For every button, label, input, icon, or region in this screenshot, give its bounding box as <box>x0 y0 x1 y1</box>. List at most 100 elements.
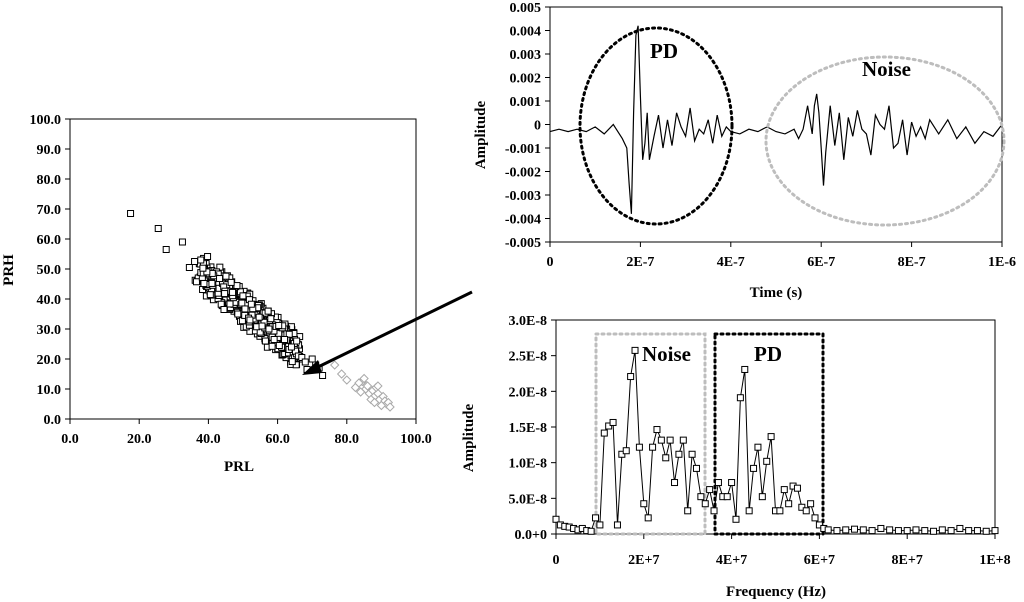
y-tick-label: 10.0 <box>37 383 62 398</box>
y-tick-label: 1.0E-8 <box>509 457 548 472</box>
scatter-point <box>239 292 247 300</box>
freq-pd-annotation: PD <box>754 342 782 366</box>
scatter-point <box>221 290 229 298</box>
freq-marker <box>635 443 643 451</box>
y-tick-label: 90.0 <box>37 143 62 158</box>
freq-y-ticks: 3.0E-8 2.5E-8 2.0E-8 1.5E-8 1.0E-8 5.0E-8 0.0+… <box>509 314 556 543</box>
time-panel: 0 2E-7 4E-7 6E-7 8E-7 1E-6 0.0050.0040.0030.0… <box>473 1 1016 301</box>
freq-marker <box>666 436 674 444</box>
y-tick-label: 70.0 <box>37 203 62 218</box>
scatter-point <box>281 336 289 343</box>
scatter-point-noise <box>376 400 387 411</box>
noise-ellipse <box>764 55 1006 227</box>
y-tick-label: -0.003 <box>505 189 541 204</box>
freq-marker <box>767 433 775 441</box>
time-waveform-line <box>549 25 1003 214</box>
y-tick-label: 0.0+0 <box>515 528 547 543</box>
scatter-point <box>192 278 200 286</box>
time-noise-annotation: Noise <box>862 57 911 81</box>
arrow-shaft <box>317 290 473 369</box>
freq-marker <box>903 527 911 535</box>
freq-marker <box>965 527 973 535</box>
freq-marker <box>605 422 613 430</box>
x-tick-label: 1E+8 <box>979 553 1010 568</box>
scatter-point <box>238 299 246 307</box>
y-tick-label: -0.001 <box>505 142 541 157</box>
scatter-point <box>197 256 205 264</box>
y-tick-label: 0.005 <box>510 1 542 16</box>
scatter-panel: 0.0 20.0 40.0 60.0 80.0 100.0 100.0 90.0 80.0 70… <box>1 113 432 475</box>
freq-marker <box>649 443 657 451</box>
scatter-point <box>226 300 234 308</box>
scatter-y-ticks: 100.0 90.0 80.0 70.0 60.0 50.0 40.0 30.0 20.0 10.… <box>30 113 70 428</box>
scatter-points <box>127 210 395 412</box>
scatter-point <box>206 291 214 299</box>
freq-marker <box>912 526 920 534</box>
freq-marker <box>596 521 604 529</box>
freq-marker <box>991 527 999 535</box>
freq-marker <box>807 500 815 508</box>
y-tick-label: 20.0 <box>37 353 62 368</box>
freq-marker <box>745 507 753 515</box>
freq-marker <box>710 507 718 515</box>
time-y-axis-label: Amplitude <box>473 100 489 169</box>
freq-marker <box>982 527 990 535</box>
freq-marker <box>653 426 661 434</box>
linking-arrow <box>302 290 473 375</box>
scatter-point <box>246 316 254 324</box>
scatter-point <box>199 264 207 272</box>
freq-marker <box>741 365 749 373</box>
y-tick-label: 0.001 <box>510 95 542 110</box>
arrow-head <box>302 360 322 375</box>
scatter-point <box>275 321 283 329</box>
scatter-point <box>267 315 275 323</box>
scatter-point <box>255 313 263 321</box>
freq-marker <box>824 526 832 534</box>
x-tick-label: 2E+7 <box>628 553 659 568</box>
freq-marker <box>732 515 740 523</box>
freq-marker <box>552 515 560 523</box>
x-tick-label: 80.0 <box>335 432 360 447</box>
freq-marker <box>938 526 946 534</box>
freq-marker <box>662 454 670 462</box>
scatter-point <box>233 282 241 290</box>
freq-marker <box>679 436 687 444</box>
freq-marker <box>728 479 736 487</box>
freq-marker <box>609 418 617 426</box>
freq-noise-annotation: Noise <box>642 342 691 366</box>
scatter-point <box>258 322 266 330</box>
x-tick-label: 100.0 <box>400 432 432 447</box>
scatter-point <box>191 258 199 265</box>
scatter-point <box>308 355 316 363</box>
scatter-point <box>200 280 208 288</box>
y-tick-label: 3.0E-8 <box>509 314 548 329</box>
scatter-point <box>264 307 272 315</box>
y-tick-label: 60.0 <box>37 233 62 248</box>
scatter-point <box>204 253 212 261</box>
y-tick-label: 0 <box>534 119 541 134</box>
x-tick-label: 1E-6 <box>988 255 1016 270</box>
freq-marker <box>675 450 683 458</box>
scatter-point <box>293 337 301 345</box>
freq-marker <box>644 514 652 522</box>
x-tick-label: 4E+7 <box>716 553 747 568</box>
time-x-axis-label: Time (s) <box>750 285 803 301</box>
scatter-point <box>241 305 249 313</box>
x-tick-label: 40.0 <box>196 432 221 447</box>
freq-marker <box>592 514 600 522</box>
y-tick-label: -0.002 <box>505 166 541 181</box>
scatter-point <box>127 210 135 217</box>
freq-marker <box>627 373 635 381</box>
scatter-point <box>185 264 193 271</box>
y-tick-label: 5.0E-8 <box>509 492 548 507</box>
freq-marker <box>877 524 885 532</box>
y-tick-label: 100.0 <box>30 113 62 128</box>
x-tick-label: 6E-7 <box>807 255 835 270</box>
freq-marker <box>763 457 771 465</box>
time-pd-annotation: PD <box>650 39 678 63</box>
scatter-point <box>234 310 242 318</box>
pd-ellipse <box>578 26 734 226</box>
freq-marker <box>640 500 648 508</box>
scatter-point <box>222 272 230 280</box>
freq-x-axis-label: Frequency (Hz) <box>726 584 826 600</box>
